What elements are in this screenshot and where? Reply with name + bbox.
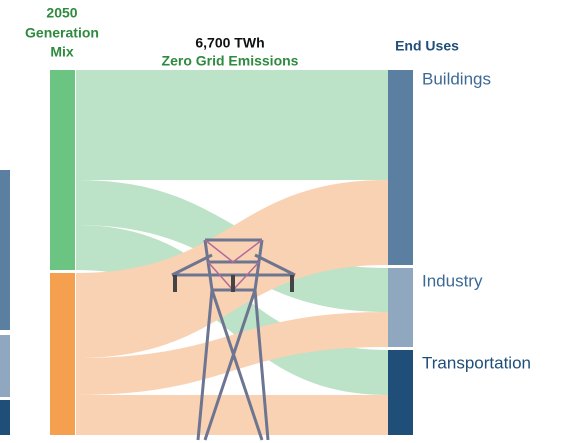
flow bbox=[76, 395, 388, 435]
partial-bar bbox=[0, 400, 10, 435]
left-header-line: 2050 bbox=[46, 5, 77, 21]
generation-bar bbox=[50, 70, 75, 270]
end-uses-title: End Uses bbox=[395, 38, 459, 54]
partial-bar bbox=[0, 335, 10, 397]
left-header-line: Mix bbox=[50, 44, 74, 60]
end-use-bar bbox=[388, 70, 413, 265]
generation-bar bbox=[50, 273, 75, 435]
end-use-bar bbox=[388, 268, 413, 347]
end-use-label: Buildings bbox=[422, 69, 491, 88]
end-use-label: Industry bbox=[422, 271, 483, 290]
flow bbox=[76, 70, 388, 180]
total-energy: 6,700 TWh bbox=[195, 35, 264, 51]
flow bbox=[76, 180, 388, 358]
end-use-bar bbox=[388, 350, 413, 435]
left-header-line: Generation bbox=[25, 25, 99, 41]
partial-bar bbox=[0, 170, 10, 330]
end-use-label: Transportation bbox=[422, 353, 531, 372]
transmission-tower bbox=[171, 238, 296, 441]
flows bbox=[76, 70, 388, 435]
subtitle: Zero Grid Emissions bbox=[162, 53, 299, 69]
